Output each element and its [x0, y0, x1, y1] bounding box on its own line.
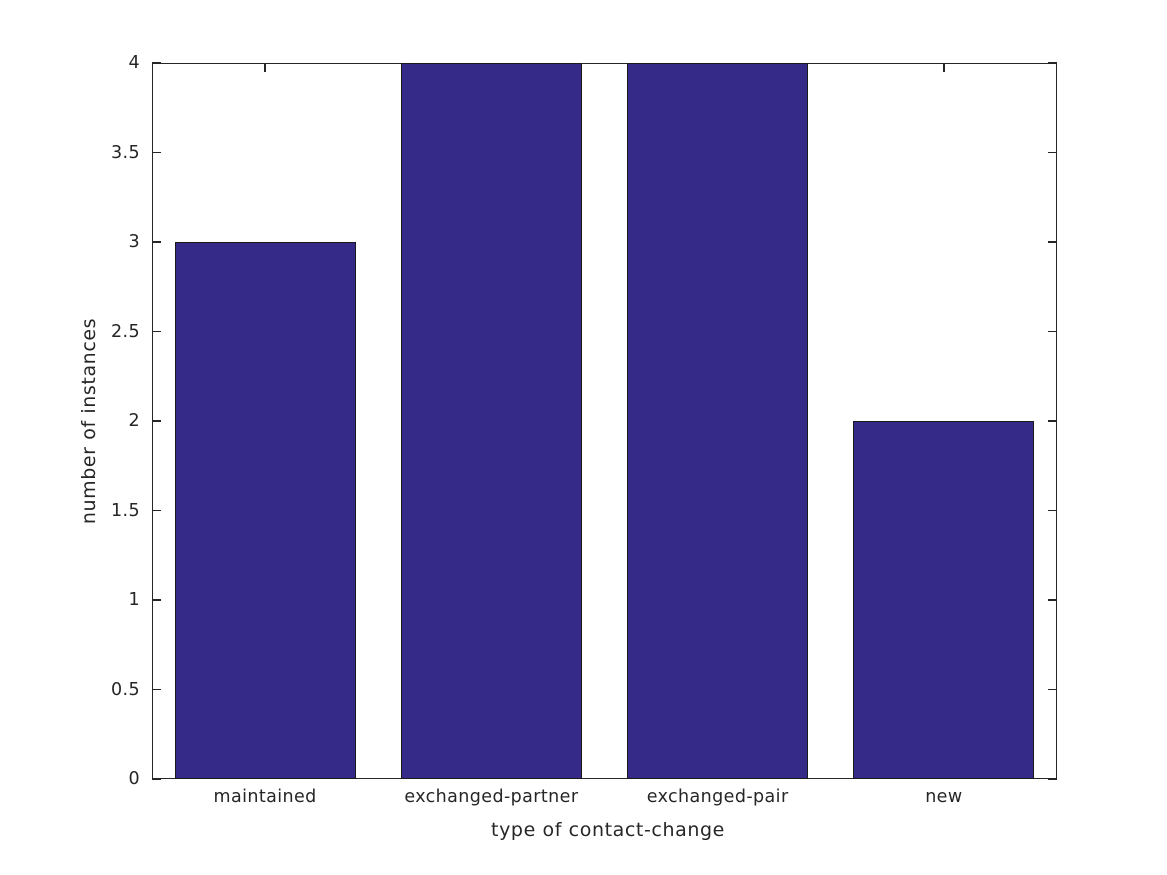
y-tick-label: 2.5 [110, 321, 140, 342]
y-tick-mark-left [152, 688, 161, 691]
y-tick-mark-right [1048, 599, 1057, 601]
y-tick-mark-left [152, 778, 161, 780]
y-axis-label: number of instances [78, 317, 100, 525]
y-tick-label: 4 [128, 53, 140, 73]
y-tick-mark-left [152, 151, 161, 154]
x-tick-label: exchanged-pair [646, 787, 789, 807]
y-tick-label: 1.5 [110, 500, 140, 521]
y-tick-mark-right [1048, 688, 1057, 691]
y-tick-label: 2 [128, 411, 140, 431]
x-tick-label: maintained [213, 787, 317, 807]
bar-exchanged-partner [400, 63, 582, 779]
bar-new [853, 421, 1035, 779]
y-tick-label: 0 [128, 769, 140, 789]
y-tick-mark-right [1048, 778, 1057, 780]
y-tick-mark-right [1048, 420, 1057, 422]
bar-maintained [174, 242, 356, 779]
y-tick-label: 0.5 [110, 679, 140, 700]
y-tick-mark-left [152, 509, 161, 512]
x-tick-label: exchanged-partner [404, 787, 579, 807]
y-tick-label: 3.5 [110, 142, 140, 163]
y-tick-label: 3 [128, 232, 140, 252]
y-tick-mark-left [152, 62, 161, 64]
y-tick-mark-left [152, 420, 161, 422]
y-tick-mark-left [152, 330, 161, 333]
y-tick-mark-right [1048, 151, 1057, 154]
x-tick-label: new [925, 787, 963, 807]
x-tick-mark-top [943, 63, 945, 72]
y-tick-mark-right [1048, 330, 1057, 333]
y-tick-mark-right [1048, 509, 1057, 512]
y-tick-mark-right [1048, 62, 1057, 64]
y-tick-label: 1 [128, 590, 140, 610]
y-tick-mark-left [152, 241, 161, 243]
y-tick-mark-left [152, 599, 161, 601]
y-tick-mark-right [1048, 241, 1057, 243]
x-tick-mark-top [264, 63, 266, 72]
bar-exchanged-pair [627, 63, 809, 779]
x-axis-label: type of contact-change [491, 819, 725, 841]
